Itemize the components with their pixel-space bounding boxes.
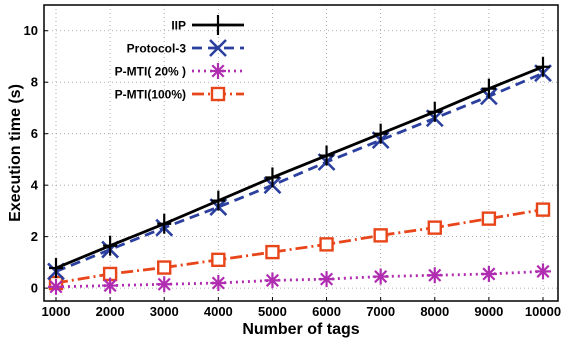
- y-tick-label: 6: [31, 126, 38, 141]
- y-tick-label: 0: [31, 281, 38, 296]
- legend-marker: [209, 39, 227, 57]
- x-tick-label: 10000: [525, 304, 561, 319]
- data-point: [480, 265, 497, 282]
- data-point: [49, 258, 63, 279]
- x-tick-label: 2000: [96, 304, 125, 319]
- marker-stroke: [265, 273, 279, 287]
- data-point: [318, 271, 335, 288]
- data-point: [157, 213, 172, 234]
- data-point: [265, 167, 280, 188]
- data-point: [372, 268, 389, 285]
- marker-stroke: [482, 267, 496, 281]
- x-tick-label: 1000: [42, 304, 71, 319]
- legend-label: P-MTI(100%): [115, 88, 186, 102]
- data-point: [481, 211, 497, 226]
- marker-stroke: [428, 268, 442, 282]
- x-tick-label: 5000: [258, 304, 287, 319]
- marker-stroke: [103, 279, 117, 293]
- data-point: [535, 263, 551, 280]
- legend-label: IIP: [171, 19, 186, 33]
- data-point: [211, 190, 226, 211]
- marker-stroke: [211, 276, 225, 290]
- legend-entry: IIP: [171, 15, 244, 35]
- marker-stroke: [320, 272, 334, 286]
- marker-stroke: [374, 270, 388, 284]
- series-line: [55, 65, 544, 270]
- y-tick-label: 4: [31, 178, 39, 193]
- data-point: [210, 274, 227, 291]
- data-point: [157, 260, 172, 275]
- legend-marker: [210, 63, 226, 79]
- series-layer: [47, 56, 552, 295]
- data-point: [265, 244, 280, 260]
- plot-area: [44, 5, 558, 301]
- series-P-MTI( 20% ): [48, 263, 551, 295]
- data-point: [102, 277, 119, 294]
- series-line: [55, 208, 544, 285]
- y-tick-label: 8: [31, 75, 38, 90]
- data-point: [426, 267, 443, 284]
- legend: IIP Protocol-3 P-MTI( 20% ) P-MTI(100%): [115, 15, 244, 102]
- series-line: [55, 71, 544, 273]
- x-tick-label: 9000: [474, 304, 503, 319]
- data-point: [264, 272, 281, 289]
- y-tick-label: 10: [24, 23, 38, 38]
- x-tick-label: 6000: [312, 304, 341, 319]
- marker-stroke: [211, 64, 225, 78]
- data-point: [536, 56, 550, 77]
- marker-stroke: [209, 39, 227, 57]
- y-axis-label: Execution time (s): [7, 84, 24, 222]
- legend-entry: Protocol-3: [127, 39, 244, 57]
- axis-ticks: 1000 2000 3000 4000 5000 6000 7000 8000 9000 1000…: [24, 23, 562, 319]
- data-point: [319, 145, 334, 166]
- legend-marker: [211, 15, 225, 35]
- data-point: [427, 101, 442, 122]
- legend-entry: P-MTI( 20% ): [115, 63, 244, 79]
- grid-lines: [44, 5, 558, 301]
- data-point: [48, 278, 64, 295]
- data-point: [103, 235, 118, 256]
- marker-stroke: [157, 277, 171, 291]
- data-point: [535, 202, 551, 217]
- data-point: [211, 252, 226, 268]
- x-tick-label: 7000: [366, 304, 395, 319]
- marker-stroke: [49, 280, 63, 294]
- data-point: [373, 228, 388, 243]
- x-tick-label: 3000: [150, 304, 179, 319]
- legend-entry: P-MTI(100%): [115, 86, 244, 102]
- series-IIP: [49, 56, 550, 279]
- plot-frame: [43, 4, 559, 302]
- data-point: [319, 237, 334, 252]
- data-point: [373, 123, 388, 144]
- y-tick-label: 2: [31, 229, 38, 244]
- x-tick-label: 4000: [204, 304, 233, 319]
- legend-label: P-MTI( 20% ): [115, 65, 186, 79]
- legend-marker: [210, 86, 226, 102]
- legend-label: Protocol-3: [127, 42, 187, 56]
- marker-stroke: [536, 264, 550, 278]
- x-axis-label: Number of tags: [242, 321, 359, 338]
- data-point: [156, 276, 173, 293]
- data-point: [481, 78, 496, 99]
- x-tick-label: 8000: [420, 304, 449, 319]
- data-point: [427, 220, 442, 235]
